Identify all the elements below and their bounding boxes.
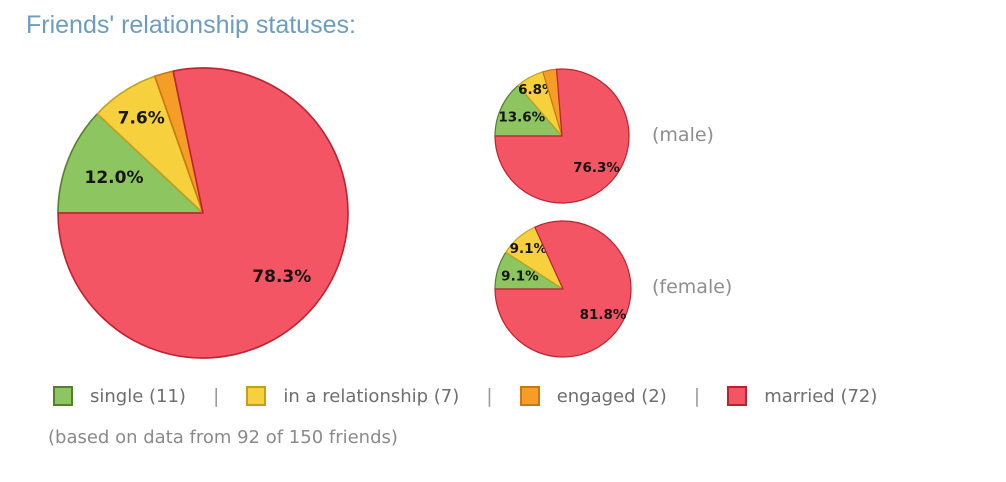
male-pie-annotation: (male) bbox=[652, 124, 714, 146]
legend-label-married: married (72) bbox=[764, 385, 878, 407]
slice-percent-label: 9.1% bbox=[501, 268, 539, 284]
legend-item-married: married (72) bbox=[727, 386, 877, 407]
legend-item-single: single (11) bbox=[53, 386, 186, 407]
pie-chart-all-friends: 12.0% 7.6% 78.3% bbox=[57, 67, 349, 359]
slice-percent-label: 76.3% bbox=[573, 160, 620, 176]
slice-percent-label: 12.0% bbox=[85, 168, 144, 188]
married-color-swatch bbox=[727, 386, 748, 406]
pie-chart-female: 9.1% 9.1% 81.8% bbox=[494, 220, 632, 358]
slice-percent-label: 13.6% bbox=[498, 110, 545, 126]
legend-label-engaged: engaged (2) bbox=[556, 385, 667, 407]
in-a-relationship-color-swatch bbox=[246, 386, 267, 406]
legend-separator: | bbox=[486, 385, 493, 407]
female-pie-annotation: (female) bbox=[652, 276, 733, 298]
slice-percent-label: 81.8% bbox=[580, 307, 627, 323]
legend-separator: | bbox=[693, 385, 701, 407]
legend: single (11) | in a relationship (7) | en… bbox=[53, 385, 877, 407]
legend-item-engaged: engaged (2) bbox=[519, 385, 667, 407]
legend-label-in-a-relationship: in a relationship (7) bbox=[283, 385, 460, 407]
legend-label-single: single (11) bbox=[90, 385, 186, 407]
pie-slice-single bbox=[494, 84, 563, 137]
slice-percent-label: 6.8% bbox=[518, 82, 556, 98]
slice-percent-label: 7.6% bbox=[118, 108, 165, 128]
engaged-color-swatch bbox=[519, 386, 540, 406]
single-color-swatch bbox=[53, 386, 73, 406]
pie-slice-married bbox=[494, 68, 630, 204]
pie-slice-married bbox=[494, 220, 632, 358]
pie-slice-single bbox=[57, 112, 204, 214]
page-title: Friends' relationship statuses: bbox=[26, 11, 356, 39]
pie-slice-married bbox=[57, 67, 349, 359]
data-source-note: (based on data from 92 of 150 friends) bbox=[48, 427, 398, 448]
legend-item-in-a-relationship: in a relationship (7) bbox=[246, 386, 459, 407]
slice-percent-label: 9.1% bbox=[510, 241, 548, 257]
legend-separator: | bbox=[212, 385, 220, 407]
pie-chart-male: 13.6% 6.8% 76.3% bbox=[494, 68, 630, 204]
slice-percent-label: 78.3% bbox=[252, 267, 311, 287]
